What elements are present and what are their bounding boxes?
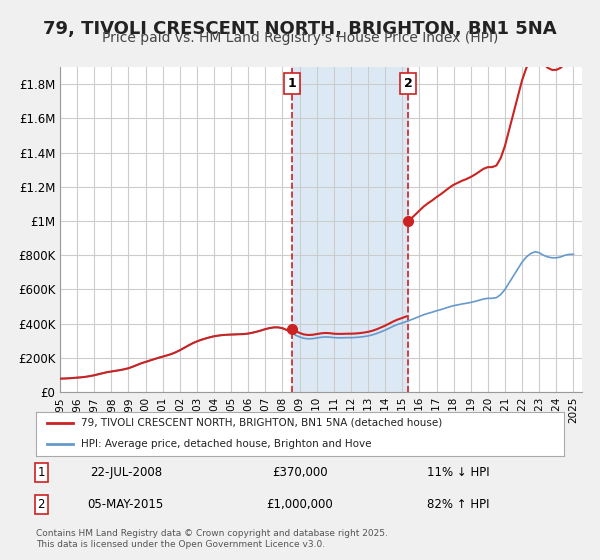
Text: 1: 1 — [38, 465, 45, 479]
Bar — [292, 67, 408, 392]
Text: 1: 1 — [287, 77, 296, 90]
Text: 2: 2 — [404, 77, 413, 90]
Text: Price paid vs. HM Land Registry's House Price Index (HPI): Price paid vs. HM Land Registry's House … — [102, 31, 498, 45]
Text: 82% ↑ HPI: 82% ↑ HPI — [427, 498, 490, 511]
Text: 79, TIVOLI CRESCENT NORTH, BRIGHTON, BN1 5NA (detached house): 79, TIVOLI CRESCENT NORTH, BRIGHTON, BN1… — [81, 418, 442, 428]
Text: 2: 2 — [38, 498, 45, 511]
Text: 11% ↓ HPI: 11% ↓ HPI — [427, 465, 490, 479]
Text: 79, TIVOLI CRESCENT NORTH, BRIGHTON, BN1 5NA: 79, TIVOLI CRESCENT NORTH, BRIGHTON, BN1… — [43, 20, 557, 38]
Text: £370,000: £370,000 — [272, 465, 328, 479]
Text: Contains HM Land Registry data © Crown copyright and database right 2025.
This d: Contains HM Land Registry data © Crown c… — [36, 529, 388, 549]
Text: £1,000,000: £1,000,000 — [266, 498, 334, 511]
Text: HPI: Average price, detached house, Brighton and Hove: HPI: Average price, detached house, Brig… — [81, 439, 371, 449]
Text: 22-JUL-2008: 22-JUL-2008 — [89, 465, 162, 479]
Text: 05-MAY-2015: 05-MAY-2015 — [88, 498, 164, 511]
